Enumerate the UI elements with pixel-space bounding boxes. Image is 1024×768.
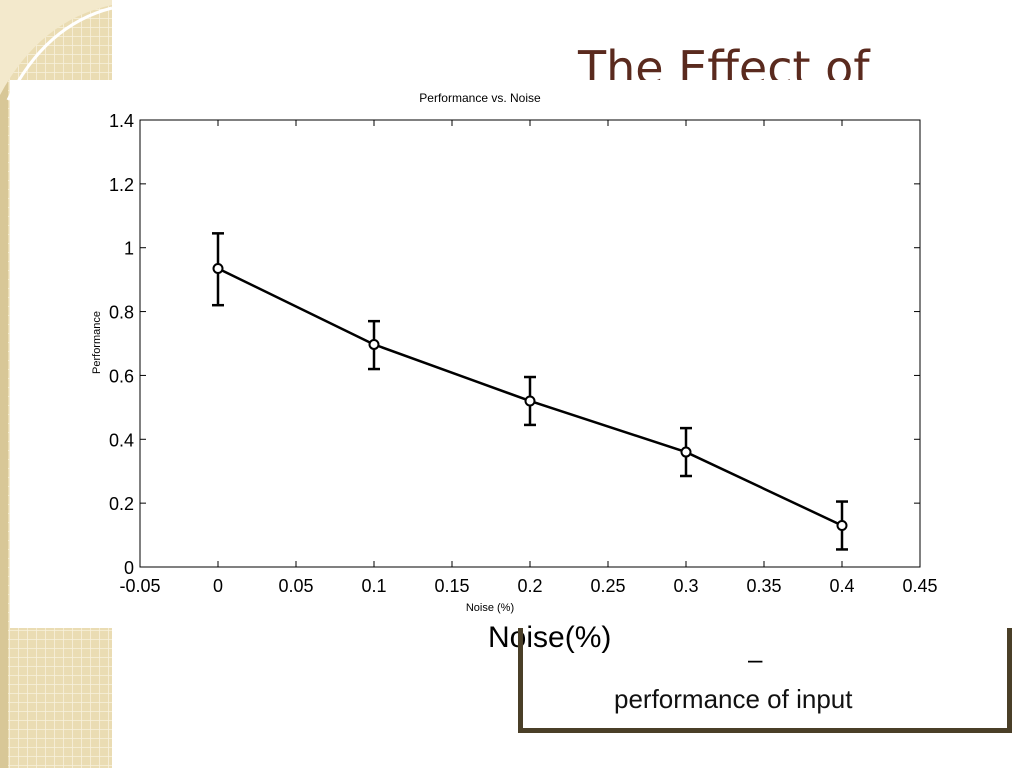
chart-panel: Performance vs. Noise Noise (%) Performa… <box>10 80 1010 628</box>
y-tick-label: 1 <box>124 239 134 259</box>
plot-frame <box>139 119 921 568</box>
y-tick-label: 0.2 <box>109 494 134 514</box>
x-tick-label: 0.05 <box>278 576 313 596</box>
x-tick-label: 0.1 <box>361 576 386 596</box>
x-tick-label: 0.35 <box>746 576 781 596</box>
text-box <box>518 628 1012 733</box>
noise-caption: Noise(%) <box>488 621 612 654</box>
left-dark-edge <box>0 0 8 768</box>
x-tick-label: 0 <box>213 576 223 596</box>
data-point <box>212 262 224 274</box>
x-tick-label: 0.15 <box>434 576 469 596</box>
x-tick-label: 0.2 <box>517 576 542 596</box>
axis-ticks: -0.05 0 0.05 0.1 0.15 0.2 0.25 0.3 0.35 0.4 0.4500… <box>109 111 938 596</box>
data-point <box>836 519 848 531</box>
x-tick-label: -0.05 <box>119 576 160 596</box>
x-tick-label: 0.25 <box>590 576 625 596</box>
y-tick-label: 0.8 <box>109 303 134 323</box>
chart-title: Performance vs. Noise <box>419 91 541 105</box>
data-point <box>680 446 692 458</box>
x-axis-label: Noise (%) <box>466 602 514 614</box>
y-tick-label: 0.4 <box>109 430 134 450</box>
y-tick-label: 1.4 <box>109 111 134 131</box>
y-tick-label: 0 <box>124 558 134 578</box>
box-text: performance of input <box>614 684 853 714</box>
series-performance <box>212 232 848 551</box>
x-tick-label: 0.45 <box>902 576 937 596</box>
performance-chart: Performance vs. Noise Noise (%) Performa… <box>91 91 938 614</box>
corner-arc-decoration <box>0 0 112 95</box>
x-tick-label: 0.3 <box>673 576 698 596</box>
data-point <box>524 395 536 407</box>
data-point <box>368 338 380 350</box>
box-dash: – <box>748 644 763 674</box>
y-axis-label: Performance <box>91 311 103 374</box>
y-tick-label: 1.2 <box>109 175 134 195</box>
x-tick-label: 0.4 <box>829 576 854 596</box>
y-tick-label: 0.6 <box>109 366 134 386</box>
